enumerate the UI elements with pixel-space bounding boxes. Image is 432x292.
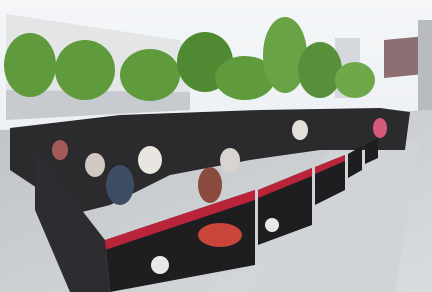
photo-scene [0, 0, 432, 292]
page [0, 0, 432, 292]
